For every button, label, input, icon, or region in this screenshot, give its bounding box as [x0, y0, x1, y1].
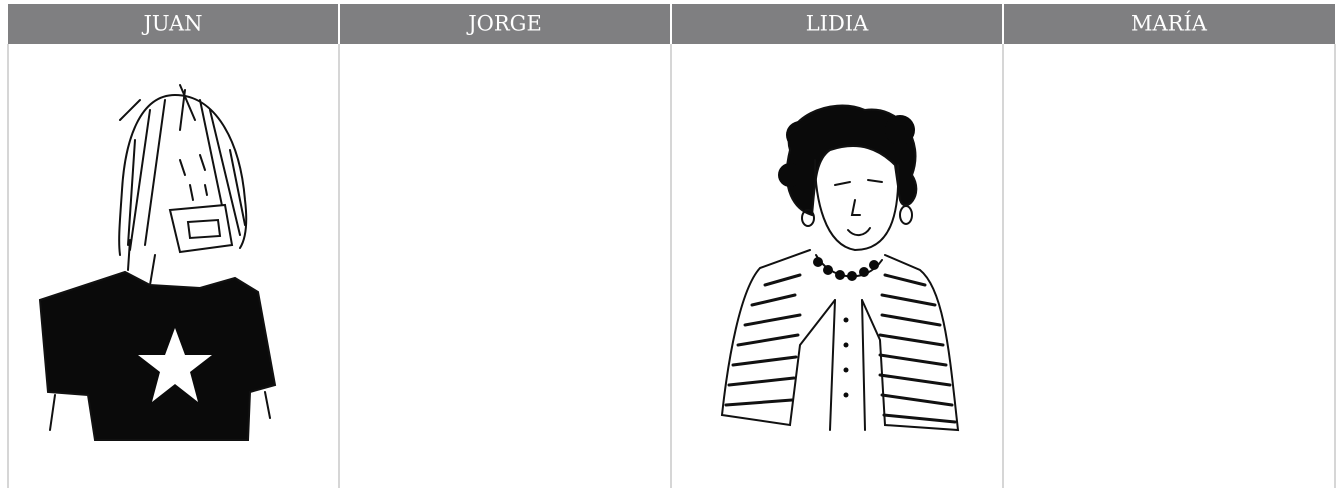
header-label: LIDIA [806, 12, 869, 36]
header-cell [1004, 4, 1335, 44]
lidia-illustration [720, 104, 960, 432]
header-cell [340, 4, 670, 44]
grid [7, 44, 1336, 488]
header-row: JUAN JORGE LIDIA MARÍA [8, 4, 1335, 44]
header-cell [8, 4, 338, 44]
header-label: JUAN [141, 12, 202, 36]
header-cell [672, 4, 1002, 44]
header-label: MARÍA [1131, 12, 1208, 36]
header-label: JORGE [466, 12, 542, 36]
juan-illustration [38, 84, 277, 441]
